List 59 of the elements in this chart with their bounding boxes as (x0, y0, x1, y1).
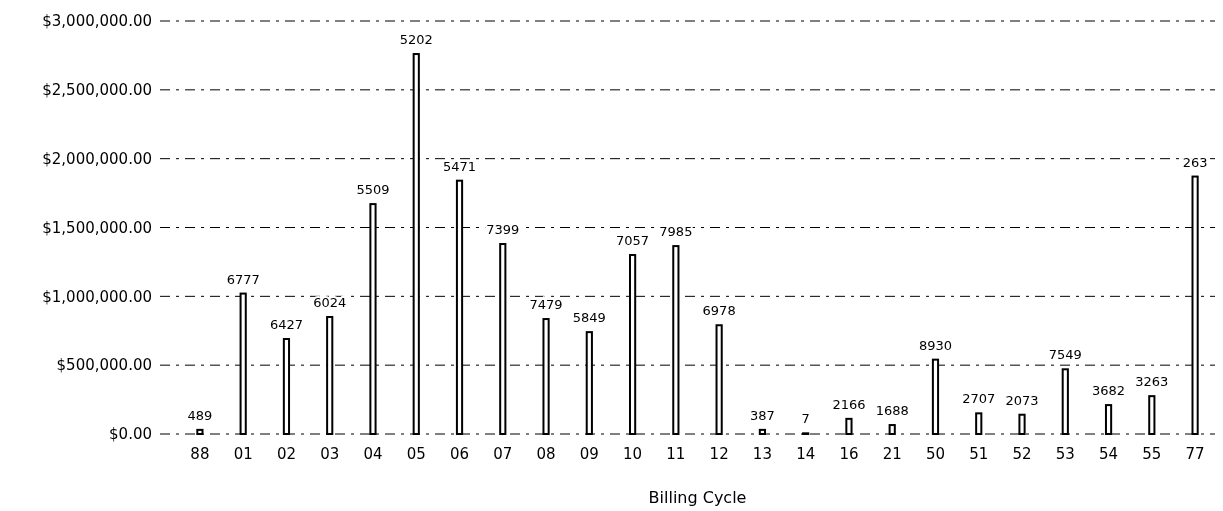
x-tick-label: 53 (1055, 444, 1075, 463)
x-tick-label: 50 (925, 444, 946, 463)
annotation: 6978 (702, 303, 736, 319)
x-tick-label: 52 (1012, 444, 1032, 463)
bar (499, 243, 507, 435)
annotation: 5202 (399, 32, 433, 48)
x-tick-label: 77 (1185, 444, 1205, 463)
annotation: 2707 (962, 391, 996, 407)
x-tick-label: 10 (623, 444, 643, 463)
annotation: 1688 (875, 403, 909, 419)
annotation: 5509 (356, 182, 390, 198)
x-tick-label: 16 (839, 444, 859, 463)
y-tick-label: $2,000,000.00 (42, 149, 152, 168)
x-tick-label: 08 (536, 444, 556, 463)
x-tick-label: 11 (666, 444, 686, 463)
annotation: 6777 (226, 271, 260, 287)
y-tick-label: $500,000.00 (56, 356, 152, 375)
x-tick-label: 07 (493, 444, 513, 463)
annotation: 7549 (1048, 347, 1082, 363)
bar (975, 412, 983, 435)
x-tick-label: 04 (363, 444, 383, 463)
x-tick-label: 51 (969, 444, 989, 463)
bar (326, 315, 334, 435)
annotation: 3682 (1092, 383, 1126, 399)
x-tick-label: 54 (1099, 444, 1119, 463)
y-tick-label: $2,500,000.00 (42, 81, 152, 100)
annotation: 7057 (616, 233, 650, 249)
annotation: 6427 (269, 317, 303, 333)
x-tick-label: 05 (406, 444, 426, 463)
x-tick-label: 12 (709, 444, 729, 463)
x-axis-title: Billing Cycle (648, 488, 747, 507)
annotation: 2166 (832, 396, 866, 412)
x-tick-label: 06 (449, 444, 470, 463)
annotation: 2073 (1005, 392, 1039, 408)
x-tick-label: 21 (882, 444, 902, 463)
x-tick-label: 03 (320, 444, 340, 463)
y-tick-label: $3,000,000.00 (42, 12, 152, 31)
annotation: 5471 (442, 158, 477, 174)
x-tick-label: 01 (233, 444, 253, 463)
bar (1148, 395, 1156, 435)
annotation: 7479 (529, 297, 563, 313)
annotation: 6024 (313, 294, 347, 310)
annotation: 8930 (918, 337, 953, 353)
annotation: 5849 (572, 310, 606, 326)
y-tick-label: $1,500,000.00 (42, 218, 152, 237)
bar (672, 245, 680, 435)
annotation: 263 (1182, 154, 1208, 170)
annotation: 387 (749, 407, 775, 423)
annotation: 7 (801, 411, 810, 427)
x-tick-label: 09 (579, 444, 599, 463)
y-tick-label: $1,000,000.00 (42, 287, 152, 306)
x-tick-label: 14 (796, 444, 816, 463)
annotation: 489 (187, 407, 213, 423)
annotation: 3263 (1135, 374, 1169, 390)
x-tick-label: 02 (276, 444, 296, 463)
y-tick-label: $0.00 (109, 425, 152, 444)
x-tick-label: 88 (190, 444, 210, 463)
x-tick-label: 13 (752, 444, 772, 463)
x-tick-label: 55 (1142, 444, 1162, 463)
